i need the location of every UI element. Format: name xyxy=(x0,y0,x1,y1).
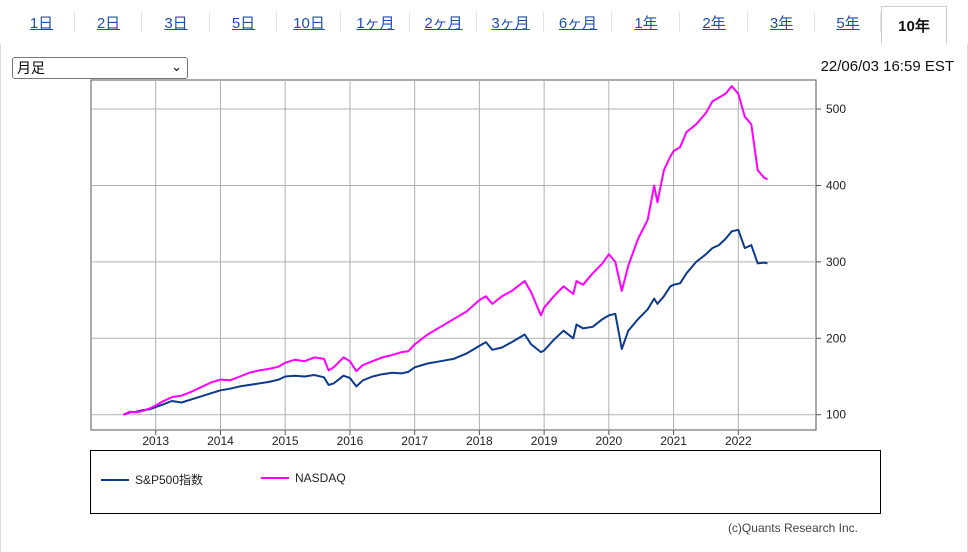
x-tick-label: 2014 xyxy=(207,434,234,448)
legend-swatch-nasdaq xyxy=(261,477,289,479)
legend-item-sp500: S&P500指数 xyxy=(101,471,203,488)
y-tick-label: 300 xyxy=(826,255,846,269)
legend-swatch-sp500 xyxy=(101,478,129,481)
tab-4[interactable]: 5日 xyxy=(210,0,277,44)
y-tick-label: 100 xyxy=(826,408,846,422)
x-tick-label: 2021 xyxy=(660,434,687,448)
y-tick-label: 200 xyxy=(826,331,846,345)
legend-label-nasdaq: NASDAQ xyxy=(295,471,346,485)
tab-3[interactable]: 3日 xyxy=(142,0,210,44)
chevron-down-icon: ⌄ xyxy=(171,59,182,74)
x-tick-label: 2017 xyxy=(401,434,428,448)
series-line-sp500 xyxy=(123,228,768,416)
tab-5[interactable]: 10日 xyxy=(277,0,341,44)
x-tick-label: 2015 xyxy=(272,434,299,448)
x-tick-label: 2020 xyxy=(596,434,623,448)
tab-11[interactable]: 2年 xyxy=(680,0,748,44)
tab-2[interactable]: 2日 xyxy=(75,0,142,44)
plot-area xyxy=(90,79,817,431)
copyright-credit: (c)Quants Research Inc. xyxy=(727,521,858,535)
tab-1[interactable]: 1日 xyxy=(8,0,75,44)
x-tick-label: 2013 xyxy=(142,434,169,448)
x-tick-label: 2019 xyxy=(531,434,558,448)
tab-10[interactable]: 1年 xyxy=(612,0,680,44)
tab-13[interactable]: 5年 xyxy=(815,0,881,44)
y-tick-label: 400 xyxy=(826,178,846,192)
x-tick-label: 2016 xyxy=(337,434,364,448)
tab-7[interactable]: 2ヶ月 xyxy=(410,0,477,44)
timestamp: 22/06/03 16:59 EST xyxy=(820,58,954,75)
interval-select-value: 月足 xyxy=(17,60,45,76)
tab-12[interactable]: 3年 xyxy=(748,0,815,44)
legend-label-sp500: S&P500指数 xyxy=(135,473,204,487)
series-line-nasdaq xyxy=(122,85,768,416)
period-tab-bar: 1日 2日 3日 5日 10日 1ヶ月 2ヶ月 3ヶ月 6ヶ月 1年 2年 3年 5年 10年 xyxy=(0,0,968,45)
interval-select[interactable]: 月足 ⌄ xyxy=(12,57,188,79)
tab-6[interactable]: 1ヶ月 xyxy=(341,0,410,44)
tab-14[interactable]: 10年 xyxy=(881,6,947,44)
legend-item-nasdaq: NASDAQ xyxy=(261,471,346,485)
tab-9[interactable]: 6ヶ月 xyxy=(544,0,612,44)
x-tick-label: 2022 xyxy=(725,434,752,448)
y-tick-label: 500 xyxy=(826,102,846,116)
chart-legend: S&P500指数 NASDAQ xyxy=(90,450,881,514)
x-tick-label: 2018 xyxy=(466,434,493,448)
tab-8[interactable]: 3ヶ月 xyxy=(477,0,544,44)
